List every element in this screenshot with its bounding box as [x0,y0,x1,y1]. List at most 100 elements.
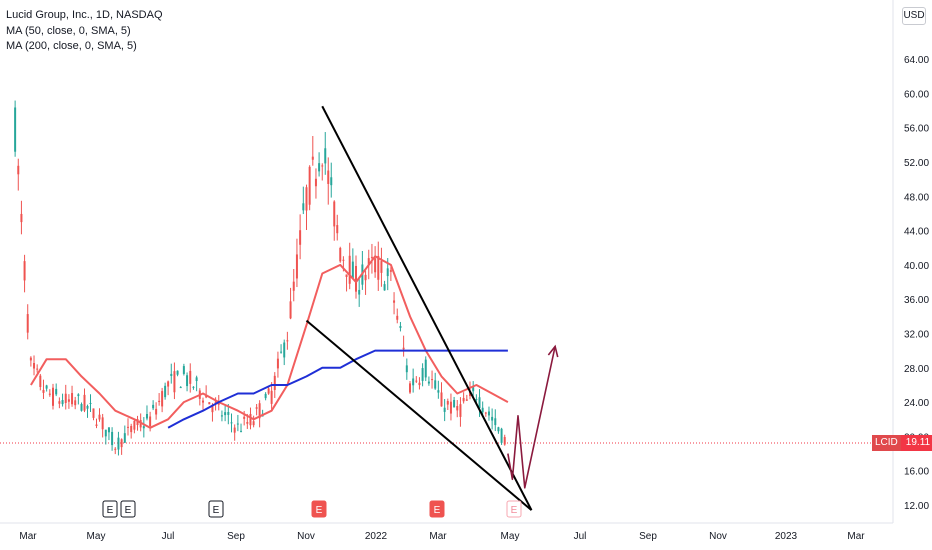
candle-body [469,391,471,397]
candle-body [342,259,345,261]
y-tick-label: 48.00 [904,192,929,203]
candle-body [255,407,258,409]
chart-legend: Lucid Group, Inc., 1D, NASDAQ MA (50, cl… [6,8,163,55]
candle-body [339,247,342,262]
candle-body [158,400,161,402]
candle-body [61,400,64,405]
earnings-marker[interactable] [311,500,327,518]
candle-body [48,393,51,395]
candle-body [33,363,36,369]
candle-body [98,414,101,420]
x-tick-label: 2023 [775,531,798,542]
ma50-label: MA (50, close, 0, SMA, 5) [6,24,131,37]
last-price-badge: LCID 19.11 [872,435,932,451]
candle-body [449,401,452,414]
candle-body [95,424,98,426]
y-tick-label: 40.00 [904,261,929,272]
candle-body [152,404,155,409]
earnings-marker[interactable] [208,500,224,518]
candle-body [434,380,437,389]
candle-body [74,400,77,406]
currency-button[interactable]: USD [902,7,926,25]
candle-body [117,437,120,450]
candle-body [120,439,123,448]
candle-body [380,261,383,273]
y-tick-label: 52.00 [904,158,929,169]
candle-body [145,414,148,419]
candle-body [299,230,302,245]
candle-body [52,387,54,406]
candle-body [437,390,440,393]
candle-body [208,402,211,405]
candle-body [427,381,430,384]
x-tick-label: Jul [162,531,175,542]
candle-body [370,256,373,258]
x-tick-label: Mar [429,531,447,542]
candle-body [491,416,494,421]
candle-body [355,265,357,292]
candle-body [92,408,95,418]
y-tick-label: 24.00 [904,398,929,409]
candle-body [494,418,497,426]
candle-body [383,284,386,291]
earnings-marker-label: E [434,505,441,516]
candle-body [142,426,145,429]
candle-body [29,357,32,361]
candle-body [161,391,164,407]
earnings-marker-label: E [511,505,518,516]
earnings-marker[interactable] [120,500,136,518]
price-badge-value: 19.11 [900,435,932,451]
x-tick-label: Mar [847,531,865,542]
candle-body [311,156,314,160]
candle-body [252,421,255,426]
earnings-marker[interactable] [429,500,445,518]
candle-body [396,315,399,320]
candle-body [418,382,421,386]
candle-body [280,351,283,353]
candle-body [233,427,236,433]
projection-path[interactable] [507,346,556,489]
y-tick-label: 56.00 [904,124,929,135]
earnings-marker[interactable] [506,500,522,518]
candle-body [405,365,408,373]
candle-body [195,377,198,382]
candle-body [133,420,136,430]
candle-body [240,430,243,432]
candle-body [155,408,158,415]
candle-body [389,270,392,272]
x-tick-label: Mar [19,531,37,542]
candle-body [202,400,204,403]
candle-body [503,437,506,445]
candle-body [286,340,289,342]
ma200-line [167,349,508,429]
wedge-upper-trendline[interactable] [321,105,533,511]
earnings-marker[interactable] [102,500,118,518]
wedge-lower-trendline[interactable] [305,319,533,511]
y-tick-label: 16.00 [904,467,929,478]
candle-body [330,177,333,186]
earnings-marker-label: E [316,505,323,516]
y-tick-label: 36.00 [904,295,929,306]
candle-body [130,425,133,433]
candle-body [446,401,449,405]
candle-body [167,381,170,387]
candle-body [443,407,446,412]
candle-body [67,399,70,402]
candle-body [89,402,92,404]
candle-body [327,170,330,184]
candle-body [345,274,348,277]
candle-body [36,368,39,370]
y-tick-label: 44.00 [904,227,929,238]
candle-body [243,416,246,419]
candle-body [367,258,370,265]
candle-body [86,405,89,409]
earnings-marker-label: E [125,505,132,516]
candle-body [475,399,478,401]
candle-body [192,386,195,388]
candle-body [77,394,80,397]
candle-body [478,397,481,409]
candle-body [71,393,74,405]
candle-body [421,368,424,381]
candle-body [283,342,286,358]
